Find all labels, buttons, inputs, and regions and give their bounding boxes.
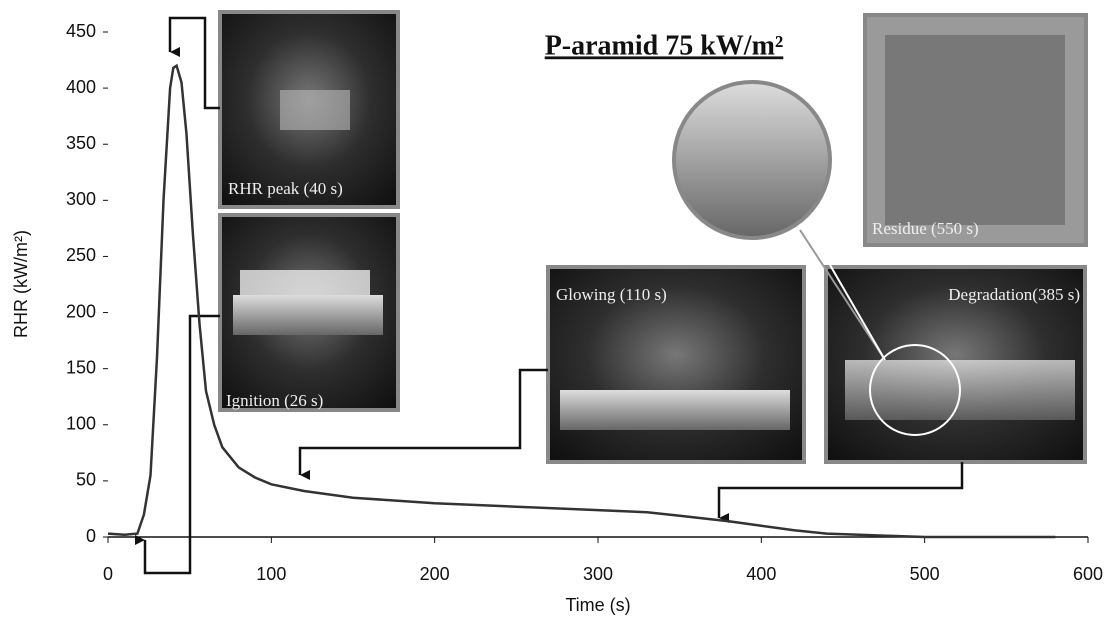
zoom-circle [674, 82, 830, 238]
y-tick-label: 250 [66, 245, 96, 265]
photo-detail [233, 295, 383, 335]
y-tick-label: 400 [66, 77, 96, 97]
photo-detail [885, 35, 1065, 225]
chart: P-aramid 75 kW/m² Time (s) RHR (kW/m²) 0… [0, 0, 1106, 617]
photo-caption: Degradation(385 s) [948, 285, 1080, 304]
y-tick-label: 0 [86, 526, 96, 546]
callout-arrow [170, 18, 220, 108]
photo-caption: Glowing (110 s) [556, 285, 667, 304]
x-tick-label: 600 [1073, 564, 1103, 584]
photo-caption: RHR peak (40 s) [228, 179, 343, 198]
y-tick-label: 350 [66, 133, 96, 153]
chart-title: P-aramid 75 kW/m² [545, 30, 784, 61]
photo-detail [560, 390, 790, 430]
photo-detail [240, 270, 370, 295]
x-tick-label: 500 [910, 564, 940, 584]
callout-arrow [719, 462, 962, 518]
photo-caption: Ignition (26 s) [226, 391, 323, 410]
x-axis-label: Time (s) [565, 595, 630, 615]
photo-caption: Residue (550 s) [872, 219, 979, 238]
y-tick-label: 100 [66, 414, 96, 434]
y-tick-label: 200 [66, 301, 96, 321]
y-tick-label: 150 [66, 357, 96, 377]
y-tick-label: 450 [66, 21, 96, 41]
x-tick-label: 300 [583, 564, 613, 584]
x-tick-label: 400 [746, 564, 776, 584]
page: {"chart_data": {"type": "line", "title":… [0, 0, 1106, 622]
x-tick-label: 200 [420, 564, 450, 584]
x-tick-label: 100 [256, 564, 286, 584]
x-tick-label: 0 [103, 564, 113, 584]
y-tick-label: 300 [66, 189, 96, 209]
y-tick-label: 50 [76, 470, 96, 490]
y-axis-label: RHR (kW/m²) [11, 230, 31, 338]
photo-detail [280, 90, 350, 130]
